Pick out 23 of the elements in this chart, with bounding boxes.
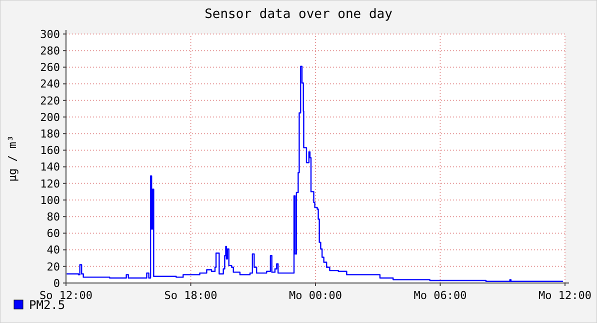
x-tick-label: Mo 06:00: [414, 289, 467, 302]
y-axis-title: µg / m³: [6, 135, 19, 182]
y-tick-label: 200: [40, 110, 60, 124]
y-tick-label: 80: [46, 210, 60, 224]
y-tick-label: 260: [40, 61, 60, 74]
x-tick-label: Mo 00:00: [289, 289, 342, 302]
y-tick-label: 0: [53, 276, 60, 290]
x-tick-label: Mo 12:00: [538, 289, 592, 302]
y-tick-label: 20: [46, 260, 60, 274]
chart-title: Sensor data over one day: [204, 7, 393, 22]
y-tick-label: 240: [40, 78, 60, 91]
y-tick-label: 120: [40, 177, 60, 190]
y-tick-label: 280: [40, 44, 60, 58]
y-tick-label: 140: [40, 160, 60, 174]
y-tick-label: 160: [40, 144, 60, 158]
y-tick-label: 300: [40, 28, 60, 41]
legend-label: PM2.5: [29, 298, 66, 312]
y-tick-label: 220: [40, 94, 60, 108]
y-tick-label: 40: [46, 244, 60, 257]
y-tick-label: 180: [40, 127, 60, 140]
x-tick-label: So 18:00: [164, 289, 218, 302]
y-tick-label: 100: [40, 194, 60, 207]
y-tick-label: 60: [46, 227, 60, 240]
